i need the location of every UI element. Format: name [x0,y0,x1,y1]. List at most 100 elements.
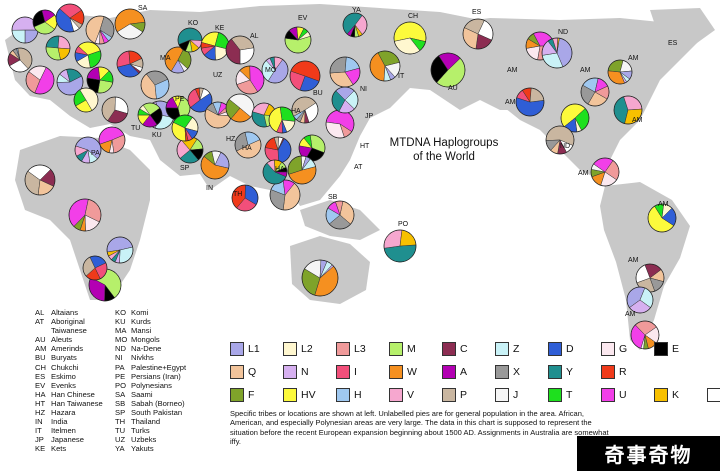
haplogroup-pie [269,179,301,211]
pie-outline [289,60,321,92]
pie-outline [85,15,115,45]
abbreviation-code: MA [115,326,127,336]
pie-outline [287,155,317,185]
haplogroup-pie [545,125,575,155]
legend-swatch [548,341,562,356]
haplogroup-pie [234,131,262,159]
abbreviation-row: BU Buryats NI Nivkhs [35,353,195,362]
legend-label: K [672,388,680,401]
pie-label: MO [265,67,277,74]
pie-outline [590,157,620,187]
pie-outline [106,236,134,264]
legend-swatch [389,387,403,402]
legend-item: P [442,387,495,402]
legend-label: T [566,388,573,401]
legend-item: R [601,364,654,379]
abbreviation-code: KO [115,308,126,317]
abbreviation-code: EV [35,380,46,390]
abbreviation-code: UZ [115,435,126,445]
pie-outline [24,164,56,196]
haplogroup-pie [45,35,71,61]
haplogroup-pie [140,70,170,100]
pie-outline [140,70,170,100]
pie-label: HA [242,145,252,152]
legend-label: HV [301,388,316,401]
legend-item: N [283,364,336,379]
abbreviation-code: IT [35,426,42,436]
abbreviation-name: Chukchi [51,362,79,372]
haplogroup-pie [200,31,230,61]
haplogroup-pie [329,56,361,88]
pie-label: AL [250,33,259,40]
legend-item: Other [707,387,720,402]
legend-label: Q [248,365,257,378]
haplogroup-pie [101,96,129,124]
legend-label: V [407,388,415,401]
legend-item: E [654,341,707,356]
abbreviation-code: NI [115,353,123,363]
pie-outline [68,198,102,232]
pie-outline [325,200,355,230]
pie-label: PA [91,150,100,157]
pie-outline [56,68,84,96]
pie-outline [269,179,301,211]
pie-label: AU [448,85,458,92]
haplogroup-pie [298,134,326,162]
pie-label: AM [628,55,639,62]
pie-label: MA [160,55,171,62]
pie-outline [82,255,108,281]
haplogroup-pie [165,95,191,121]
pie-outline [200,150,230,180]
haplogroup-pie [171,114,199,142]
abbreviation-list: AL Altaians KO Komi AT Aboriginal KU Kurds Taiwa… [35,308,195,454]
haplogroup-pie [74,41,102,69]
abbreviation-code [35,326,51,335]
pie-outline [383,229,417,263]
haplogroup-pie [200,150,230,180]
pie-outline [647,203,677,233]
abbreviation-row: KE Kets YA Yakuts [35,444,195,453]
haplogroup-pie [289,60,321,92]
abbreviation-name: Altaians [51,308,79,317]
pie-label: HZ [226,136,236,143]
abbreviation-row: HZ Hazara SP South Pakistan [35,408,195,417]
haplogroup-pie [369,50,401,82]
abbreviation-code: AT [35,317,45,327]
legend-swatch [601,364,615,379]
pie-label: ES [472,9,482,16]
legend-swatch [442,364,456,379]
haplogroup-pie [325,200,355,230]
pie-outline [187,87,213,113]
haplogroup-pie [55,3,85,33]
pie-label: IN [206,185,213,192]
legend-label: L3 [354,342,366,355]
abbreviation-name: Amerinds [51,344,84,354]
abbreviation-row: IN India TH Thailand [35,417,195,426]
legend-swatch [495,364,509,379]
pie-outline [607,59,633,85]
abbreviation-name: Sabah (Borneo) [131,398,185,408]
legend-label: G [619,342,628,355]
abbreviation-name: Nivkhs [131,353,154,363]
abbreviation-code: AL [35,308,45,317]
abbreviation-name: Persians (Iran) [131,371,181,381]
haplogroup-pie [630,320,660,350]
pie-outline [98,126,126,154]
haplogroup-pie [430,52,466,88]
legend-swatch [283,341,297,356]
pie-outline [231,184,259,212]
abbreviation-code: MO [115,335,128,345]
pie-outline [613,95,643,125]
haplogroup-pie [68,198,102,232]
legend-swatch [548,364,562,379]
legend-item: C [442,341,495,356]
legend-label: W [407,365,417,378]
pie-label: JP [365,113,374,120]
haplogroup-pie [164,46,192,74]
haplogroup-pie [74,136,102,164]
abbreviation-name: Itelmen [51,426,76,436]
pie-label: BU [313,90,323,97]
haplogroup-pie [231,184,259,212]
pie-outline [301,259,339,297]
